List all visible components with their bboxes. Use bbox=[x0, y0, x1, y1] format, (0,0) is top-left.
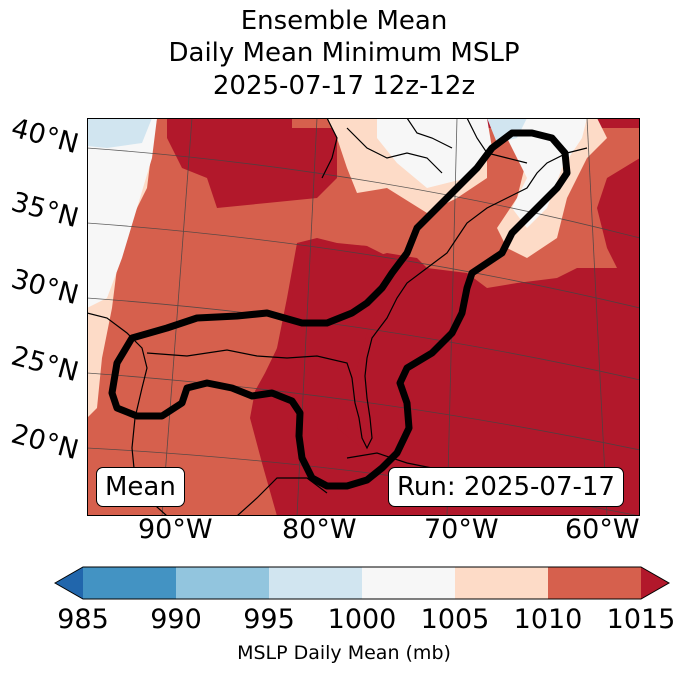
colorbar-label: MSLP Daily Mean (mb) bbox=[237, 642, 451, 664]
colorbar-tick-1010: 1010 bbox=[513, 604, 583, 635]
colorbar-tick-985: 985 bbox=[57, 604, 109, 635]
mslp-fill-1000-1005-northwest bbox=[87, 118, 157, 308]
mslp-fill-995-1000-east bbox=[487, 118, 527, 143]
mean-box: Mean bbox=[96, 467, 185, 507]
colorbar-tick-995: 995 bbox=[243, 604, 295, 635]
colorbar-bin-995-1000 bbox=[269, 567, 362, 599]
mslp-fill-1000-1005-east bbox=[497, 118, 587, 228]
mslp-fill-1000-1005-northeast bbox=[377, 118, 492, 188]
colorbar-bin-1005-1010 bbox=[455, 567, 548, 599]
lon-label-90: 90°W bbox=[138, 514, 213, 545]
colorbar-bin-990-995 bbox=[176, 567, 269, 599]
title-line-1: Ensemble Mean bbox=[240, 6, 448, 36]
colorbar bbox=[53, 566, 671, 600]
lat-label-25: 25°N bbox=[7, 340, 82, 389]
mslp-fill-995-1000 bbox=[87, 118, 152, 148]
map-panel bbox=[87, 118, 640, 516]
lat-label-35: 35°N bbox=[7, 186, 82, 235]
title-line-2: Daily Mean Minimum MSLP bbox=[168, 38, 520, 68]
colorbar-tick-1000: 1000 bbox=[327, 604, 397, 635]
mslp-fill-over-core bbox=[167, 118, 337, 208]
lat-label-30: 30°N bbox=[7, 263, 82, 312]
contour-outline bbox=[108, 129, 571, 490]
colorbar-tick-990: 990 bbox=[150, 604, 202, 635]
title-line-3: 2025-07-17 12z-12z bbox=[212, 71, 476, 101]
lon-label-80: 80°W bbox=[282, 514, 357, 545]
colorbar-under-arrow bbox=[55, 567, 83, 599]
colorbar-tick-1005: 1005 bbox=[420, 604, 490, 635]
mslp-fill-1010-1015 bbox=[87, 118, 640, 516]
colorbar-bin-1010-1015 bbox=[548, 567, 641, 599]
run-box: Run: 2025-07-17 bbox=[388, 467, 624, 507]
colorbar-bin-1000-1005 bbox=[362, 567, 455, 599]
lon-label-60: 60°W bbox=[565, 514, 640, 545]
mslp-fill-over-gulf bbox=[250, 243, 407, 516]
lat-label-40: 40°N bbox=[7, 112, 82, 161]
lat-label-20: 20°N bbox=[7, 418, 82, 467]
colorbar-tick-1015: 1015 bbox=[606, 604, 676, 635]
colorbar-bin-985-990 bbox=[83, 567, 176, 599]
colorbar-over-arrow bbox=[641, 567, 669, 599]
lon-label-70: 70°W bbox=[424, 514, 499, 545]
